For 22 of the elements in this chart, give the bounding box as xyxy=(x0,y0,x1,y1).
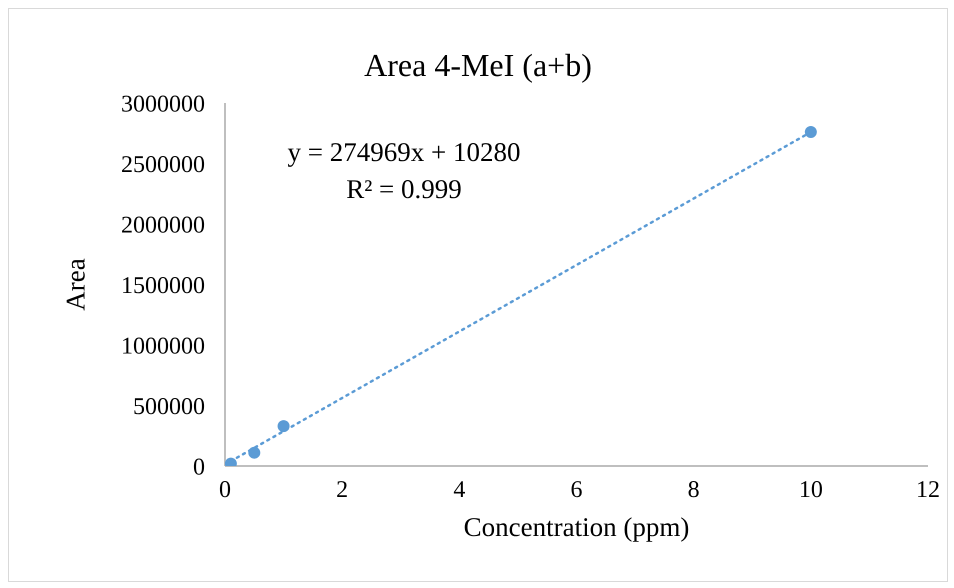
x-tick-label: 2 xyxy=(336,477,348,504)
y-tick-label: 1500000 xyxy=(121,273,205,300)
x-tick-label: 8 xyxy=(688,477,700,504)
y-tick-label: 500000 xyxy=(133,394,205,420)
x-tick-label: 6 xyxy=(570,477,582,504)
annotation: R² = 0.999 xyxy=(345,174,463,205)
point xyxy=(804,126,817,138)
x-tick-label: 12 xyxy=(916,477,940,504)
y-tick-label: 0 xyxy=(193,454,205,481)
y-tick-label: 2000000 xyxy=(121,212,205,239)
x-tick-label: 10 xyxy=(798,477,823,504)
y-tick-label: 2500000 xyxy=(121,152,205,178)
x-tick-label: 0 xyxy=(219,477,231,504)
y-tick-label: 1000000 xyxy=(121,334,205,360)
x-axis-title: Concentration (ppm) xyxy=(464,512,690,542)
point xyxy=(278,420,290,432)
y-tick-label: 3000000 xyxy=(121,92,205,118)
annotation: y = 274969x + 10280 xyxy=(286,137,522,168)
y-axis-title: Area xyxy=(60,258,91,311)
x-tick-label: 4 xyxy=(453,477,466,504)
point xyxy=(248,446,260,459)
chart-title: Area 4-MeI (a+b) xyxy=(363,47,593,84)
